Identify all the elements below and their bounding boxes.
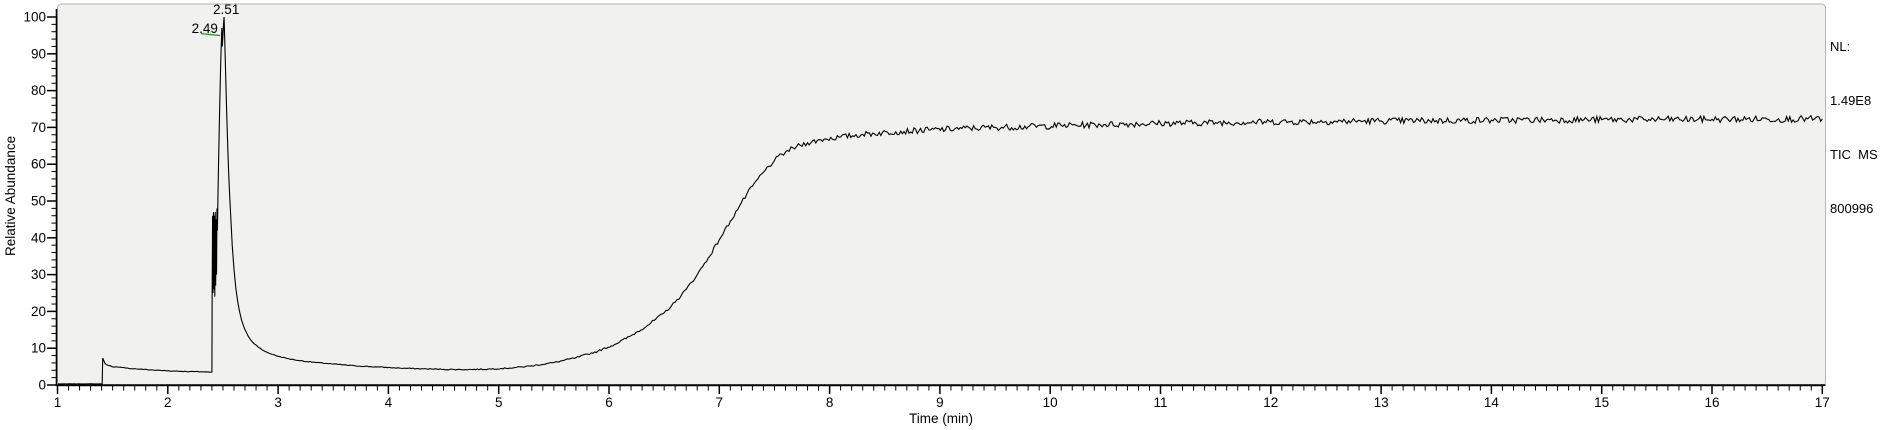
x-tick-label: 15 xyxy=(1594,395,1609,410)
x-tick-label: 3 xyxy=(274,395,282,410)
y-tick-label: 20 xyxy=(31,304,46,319)
peak-pointer-line xyxy=(200,32,221,37)
x-tick-label: 9 xyxy=(936,395,944,410)
y-tick-label: 50 xyxy=(31,194,46,209)
y-tick-label: 10 xyxy=(31,341,46,356)
x-tick-label: 6 xyxy=(605,395,613,410)
x-tick-label: 2 xyxy=(164,395,172,410)
y-tick-label: 0 xyxy=(38,378,46,393)
x-tick-label: 16 xyxy=(1704,395,1719,410)
y-tick-label: 100 xyxy=(23,10,46,25)
x-tick-label: 17 xyxy=(1815,395,1830,410)
x-tick-label: 12 xyxy=(1263,395,1278,410)
y-axis-title: Relative Abundance xyxy=(3,135,18,257)
tic-trace xyxy=(58,16,1823,385)
y-tick-label: 60 xyxy=(31,157,46,172)
x-axis-title: Time (min) xyxy=(909,411,973,426)
nl-label: NL: xyxy=(1830,39,1851,54)
nl-value: 1.49E8 xyxy=(1830,93,1872,108)
peak-label-2-51: 2.51 xyxy=(213,2,240,17)
axis-ticks xyxy=(47,16,1824,394)
x-tick-label: 10 xyxy=(1043,395,1058,410)
x-tick-label: 8 xyxy=(826,395,834,410)
plot-area[interactable] xyxy=(57,3,1826,387)
x-tick-label: 11 xyxy=(1153,395,1167,410)
peak-label-2-49: 2.49 xyxy=(191,21,218,37)
y-tick-label: 90 xyxy=(31,46,46,61)
y-tick-label: 30 xyxy=(31,267,46,282)
y-tick-label: 70 xyxy=(31,120,46,135)
y-tick-label: 40 xyxy=(31,230,46,245)
x-tick-label: 1 xyxy=(54,395,62,410)
x-tick-label: 5 xyxy=(495,395,503,410)
x-tick-label: 4 xyxy=(385,395,393,410)
x-tick-label: 14 xyxy=(1484,395,1500,410)
trace-type-label: TIC MS xyxy=(1830,147,1878,162)
x-tick-label: 13 xyxy=(1374,395,1389,410)
raw-file-label: 800996 xyxy=(1830,201,1874,216)
axis-tick-labels: 1 2 3 4 5 6 7 8 9 10 11 12 13 14 15 16 17010203040506070… xyxy=(23,10,1829,411)
x-tick-label: 7 xyxy=(716,395,724,410)
y-tick-label: 80 xyxy=(31,83,46,98)
scale-annotation-panel: NL: 1.49E8 TIC MS 800996 xyxy=(1830,2,1878,254)
